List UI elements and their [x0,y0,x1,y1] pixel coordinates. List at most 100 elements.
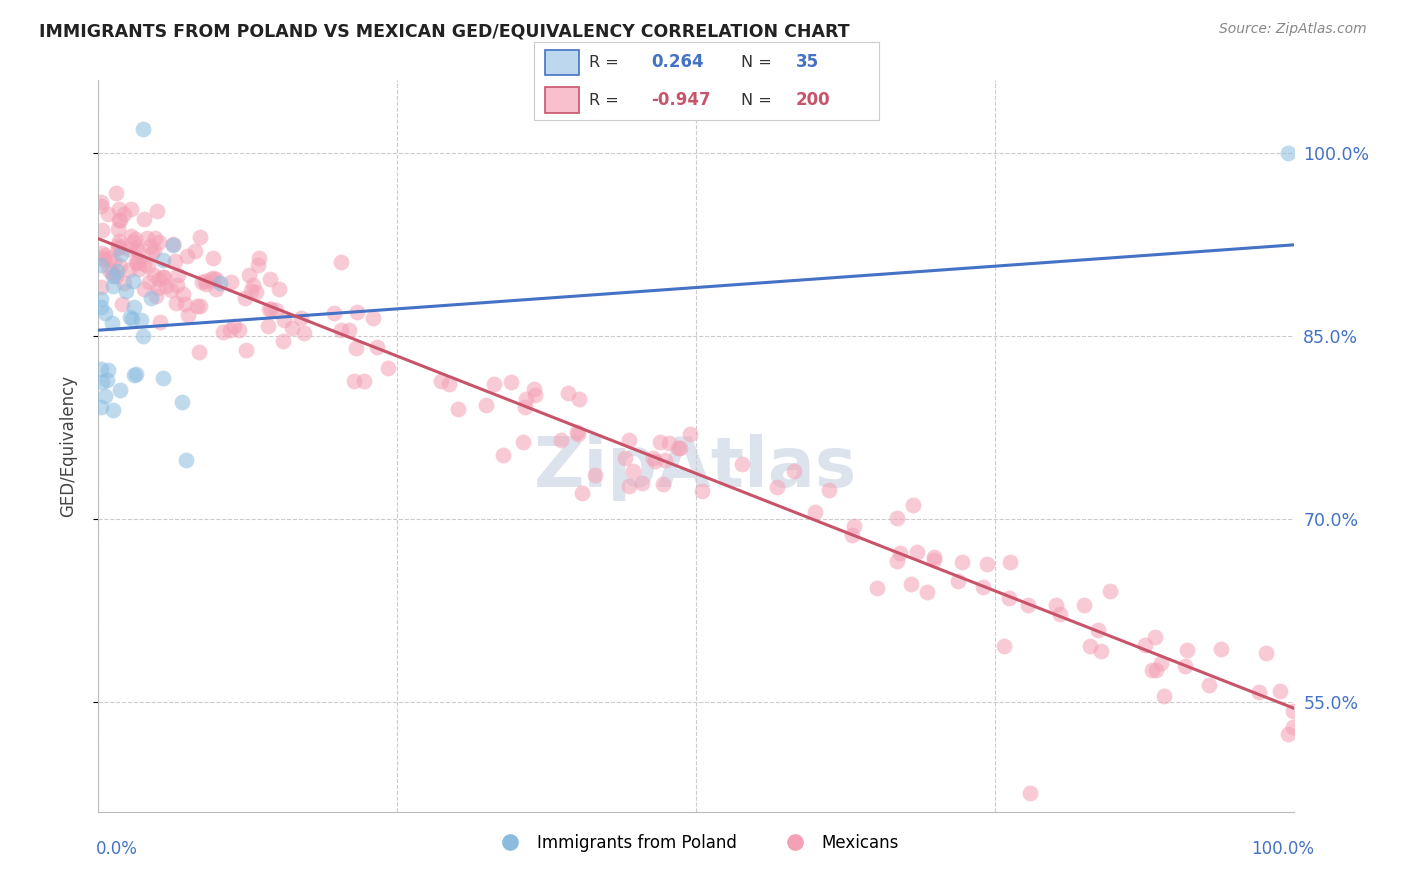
Point [377,360,399,375]
Bar [544,87,579,112]
Point [343,374,366,388]
Point [679,426,702,441]
Point [915,585,938,599]
Point [1282,704,1305,718]
Point [1268,683,1291,698]
Point [1143,631,1166,645]
Legend: Immigrants from Poland, Mexicans: Immigrants from Poland, Mexicans [486,827,905,858]
Point [1045,598,1067,612]
Point [803,505,825,519]
Text: N =: N = [741,93,772,108]
Point [146,204,169,219]
Point [101,403,124,417]
Point [731,457,754,471]
Point [621,464,644,478]
Point [90,300,112,314]
Point [152,269,174,284]
Text: 0.0%: 0.0% [96,840,138,858]
Point [346,305,368,319]
Point [122,368,145,383]
Point [1277,146,1299,161]
Point [617,479,640,493]
Point [281,321,304,335]
Point [132,329,155,343]
Point [240,285,263,299]
Point [430,374,453,388]
Point [329,254,352,268]
Point [143,231,166,245]
Point [149,315,172,329]
Point [976,557,998,571]
Point [228,323,250,337]
Point [118,310,141,325]
Point [842,519,865,533]
Point [111,297,134,311]
Point [143,268,166,283]
Point [1080,639,1102,653]
Point [1150,656,1173,670]
Point [492,448,515,462]
Point [90,199,112,213]
Point [162,237,184,252]
Point [1211,642,1233,657]
Point [112,207,135,221]
Point [998,591,1021,606]
Point [160,283,183,297]
Point [267,282,290,296]
Point [972,580,994,594]
Point [900,576,922,591]
Point [658,435,681,450]
Point [337,323,360,337]
Text: 100.0%: 100.0% [1251,840,1315,858]
Point [98,263,121,277]
Point [124,241,146,255]
Point [323,306,346,320]
Point [950,555,973,569]
Point [1090,644,1112,658]
Point [515,392,537,407]
Point [1019,787,1042,801]
Point [841,528,863,542]
Point [188,229,211,244]
Point [108,240,131,254]
Point [128,252,150,267]
Point [103,279,125,293]
Point [155,278,177,293]
Point [90,194,112,209]
Point [129,313,152,327]
Point [654,453,676,467]
Point [222,319,245,334]
Text: 0.264: 0.264 [651,54,704,71]
Point [644,454,666,468]
Point [90,258,112,272]
Point [668,441,690,455]
Point [120,228,142,243]
Point [162,238,184,252]
Point [107,234,129,248]
Point [112,277,135,291]
Point [290,311,312,326]
Text: IMMIGRANTS FROM POLAND VS MEXICAN GED/EQUIVALENCY CORRELATION CHART: IMMIGRANTS FROM POLAND VS MEXICAN GED/EQ… [39,22,851,40]
Point [260,301,283,316]
Point [1087,623,1109,637]
Point [1277,726,1299,740]
Point [1073,598,1095,612]
Point [148,281,170,295]
Point [437,376,460,391]
Point [125,367,148,381]
Point [256,318,278,333]
Point [202,270,225,285]
Point [353,374,375,388]
Point [1174,659,1197,673]
Point [145,289,167,303]
Point [648,435,671,450]
Text: ZipAtlas: ZipAtlas [534,434,858,501]
Point [191,276,214,290]
Point [101,266,124,280]
Point [120,202,142,216]
Point [1198,678,1220,692]
Point [273,334,295,348]
Point [259,301,281,316]
Point [108,383,131,397]
Point [1153,690,1175,704]
